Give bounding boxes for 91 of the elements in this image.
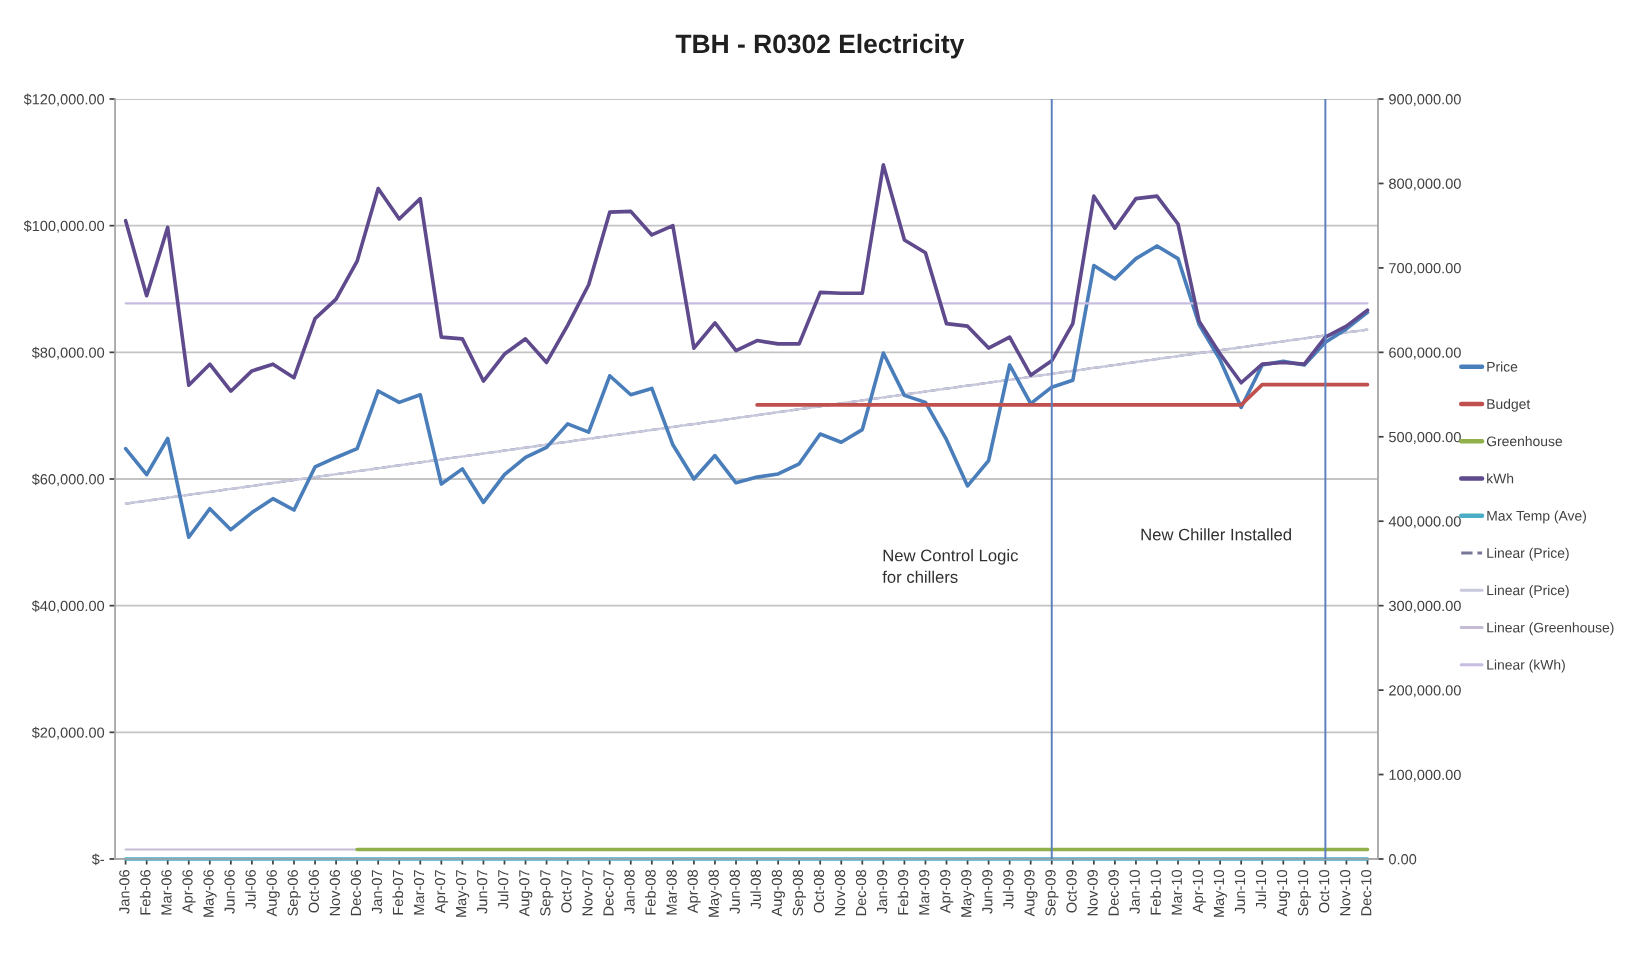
legend-label: Linear (Greenhouse) bbox=[1487, 622, 1614, 636]
x-tick-label: Dec-06 bbox=[350, 870, 362, 916]
x-tick-label: Jan-06 bbox=[119, 870, 130, 914]
x-tick-label: Mar-10 bbox=[1171, 869, 1182, 915]
x-tick-label: Feb-09 bbox=[897, 870, 909, 915]
x-tick-label: Jul-09 bbox=[1002, 870, 1014, 909]
y-tick-label: $- bbox=[91, 853, 105, 866]
x-tick-label: Jun-07 bbox=[477, 870, 488, 914]
x-tick-label: Jun-09 bbox=[982, 870, 993, 914]
y-tick-label: $20,000.00 bbox=[31, 726, 105, 740]
x-tick-label: Feb-07 bbox=[392, 870, 404, 915]
legend-label: Price bbox=[1487, 361, 1518, 372]
y2-tick-label: 800,000.00 bbox=[1389, 178, 1461, 191]
x-tick-label: Nov-09 bbox=[1087, 870, 1098, 916]
x-tick-label: Jun-06 bbox=[224, 870, 235, 914]
x-tick-label: Sep-06 bbox=[287, 870, 301, 916]
x-tick-label: Aug-07 bbox=[519, 870, 533, 917]
x-tick-label: Jan-08 bbox=[624, 870, 635, 914]
y-tick-label: $100,000.00 bbox=[23, 220, 105, 233]
x-tick-label: Jan-09 bbox=[876, 870, 888, 914]
x-tick-label: Apr-10 bbox=[1192, 869, 1206, 914]
x-tick-label: Mar-09 bbox=[919, 870, 930, 915]
chart-title: TBH - R0302 Electricity bbox=[675, 33, 965, 59]
legend-label: Linear (Price) bbox=[1487, 585, 1569, 598]
x-tick-label: Feb-08 bbox=[645, 870, 656, 915]
x-tick-label: May-08 bbox=[708, 870, 722, 917]
x-tick-label: Jul-06 bbox=[245, 870, 256, 909]
y2-tick-label: 200,000.00 bbox=[1389, 685, 1461, 698]
x-tick-label: May-10 bbox=[1213, 869, 1227, 917]
line-series bbox=[123, 244, 1370, 540]
x-tick-label: Jul-07 bbox=[497, 870, 509, 909]
x-tick-label: Apr-09 bbox=[940, 870, 954, 914]
x-tick-label: May-06 bbox=[203, 870, 217, 917]
y2-tick-label: 300,000.00 bbox=[1388, 600, 1461, 613]
x-tick-label: Aug-10 bbox=[1276, 869, 1291, 917]
x-tick-label: Sep-09 bbox=[1045, 870, 1059, 916]
x-tick-label: Nov-08 bbox=[834, 870, 846, 916]
x-tick-label: Aug-09 bbox=[1024, 870, 1038, 917]
x-tick-label: Dec-08 bbox=[855, 870, 867, 916]
legend-label: Max Temp (Ave) bbox=[1487, 510, 1586, 524]
y-tick-label: $40,000.00 bbox=[31, 600, 105, 613]
x-tick-label: Feb-10 bbox=[1150, 869, 1161, 915]
legend-label: Linear (kWh) bbox=[1487, 659, 1565, 673]
x-tick-label: Dec-10 bbox=[1361, 869, 1372, 916]
x-tick-label: Apr-07 bbox=[434, 870, 449, 914]
x-tick-label: May-09 bbox=[961, 870, 975, 917]
y2-tick-label: 400,000.00 bbox=[1388, 516, 1461, 529]
legend-label: Budget bbox=[1487, 398, 1531, 412]
x-tick-label: Dec-07 bbox=[603, 870, 614, 916]
x-tick-label: Jan-07 bbox=[371, 870, 383, 914]
x-tick-label: Mar-08 bbox=[666, 870, 677, 915]
x-tick-label: Oct-10 bbox=[1318, 869, 1330, 913]
y2-tick-label: 900,000.00 bbox=[1389, 94, 1461, 107]
legend-label: Greenhouse bbox=[1486, 436, 1563, 447]
x-tick-label: Oct-09 bbox=[1066, 870, 1077, 913]
x-tick-label: Oct-08 bbox=[813, 870, 825, 913]
annotation: New Chiller Installed bbox=[1141, 528, 1291, 541]
x-tick-label: Jul-10 bbox=[1255, 869, 1267, 909]
x-tick-label: Oct-06 bbox=[308, 870, 319, 913]
y2-tick-label: 700,000.00 bbox=[1389, 263, 1461, 276]
legend-label: kWh bbox=[1487, 473, 1514, 484]
x-tick-label: Aug-08 bbox=[771, 870, 785, 917]
x-tick-label: Aug-06 bbox=[266, 870, 280, 917]
x-tick-label: Mar-07 bbox=[413, 870, 425, 915]
x-tick-label: Dec-09 bbox=[1108, 870, 1119, 916]
x-tick-label: Sep-07 bbox=[540, 870, 554, 916]
x-tick-label: Jun-10 bbox=[1234, 869, 1246, 914]
y2-tick-label: 0.00 bbox=[1388, 854, 1417, 865]
y2-tick-label: 100,000.00 bbox=[1389, 769, 1461, 782]
x-tick-label: Nov-10 bbox=[1340, 869, 1351, 916]
x-tick-label: Apr-06 bbox=[182, 870, 196, 914]
y2-tick-label: 500,000.00 bbox=[1389, 431, 1461, 444]
y2-tick-label: 600,000.00 bbox=[1389, 347, 1461, 360]
x-tick-label: Apr-08 bbox=[687, 870, 701, 914]
x-tick-label: Feb-06 bbox=[139, 870, 151, 915]
x-tick-label: Jan-10 bbox=[1129, 869, 1140, 914]
x-tick-label: Jun-08 bbox=[729, 870, 740, 914]
x-tick-label: Oct-07 bbox=[561, 870, 572, 913]
x-tick-label: May-07 bbox=[455, 870, 470, 917]
x-tick-label: Sep-08 bbox=[792, 870, 806, 916]
y-tick-label: $120,000.00 bbox=[23, 93, 105, 107]
y-tick-label: $60,000.00 bbox=[31, 473, 105, 487]
x-tick-label: Jul-08 bbox=[750, 870, 761, 909]
x-tick-label: Nov-06 bbox=[329, 870, 340, 916]
legend-label: Linear (Price) bbox=[1487, 547, 1569, 561]
y-tick-label: $80,000.00 bbox=[31, 346, 105, 360]
line-series bbox=[123, 163, 1370, 393]
annotation: New Control Logic for chillers bbox=[882, 549, 1018, 583]
x-tick-label: Sep-10 bbox=[1297, 869, 1312, 916]
x-tick-label: Nov-07 bbox=[582, 870, 593, 916]
x-tick-label: Mar-06 bbox=[161, 870, 172, 915]
